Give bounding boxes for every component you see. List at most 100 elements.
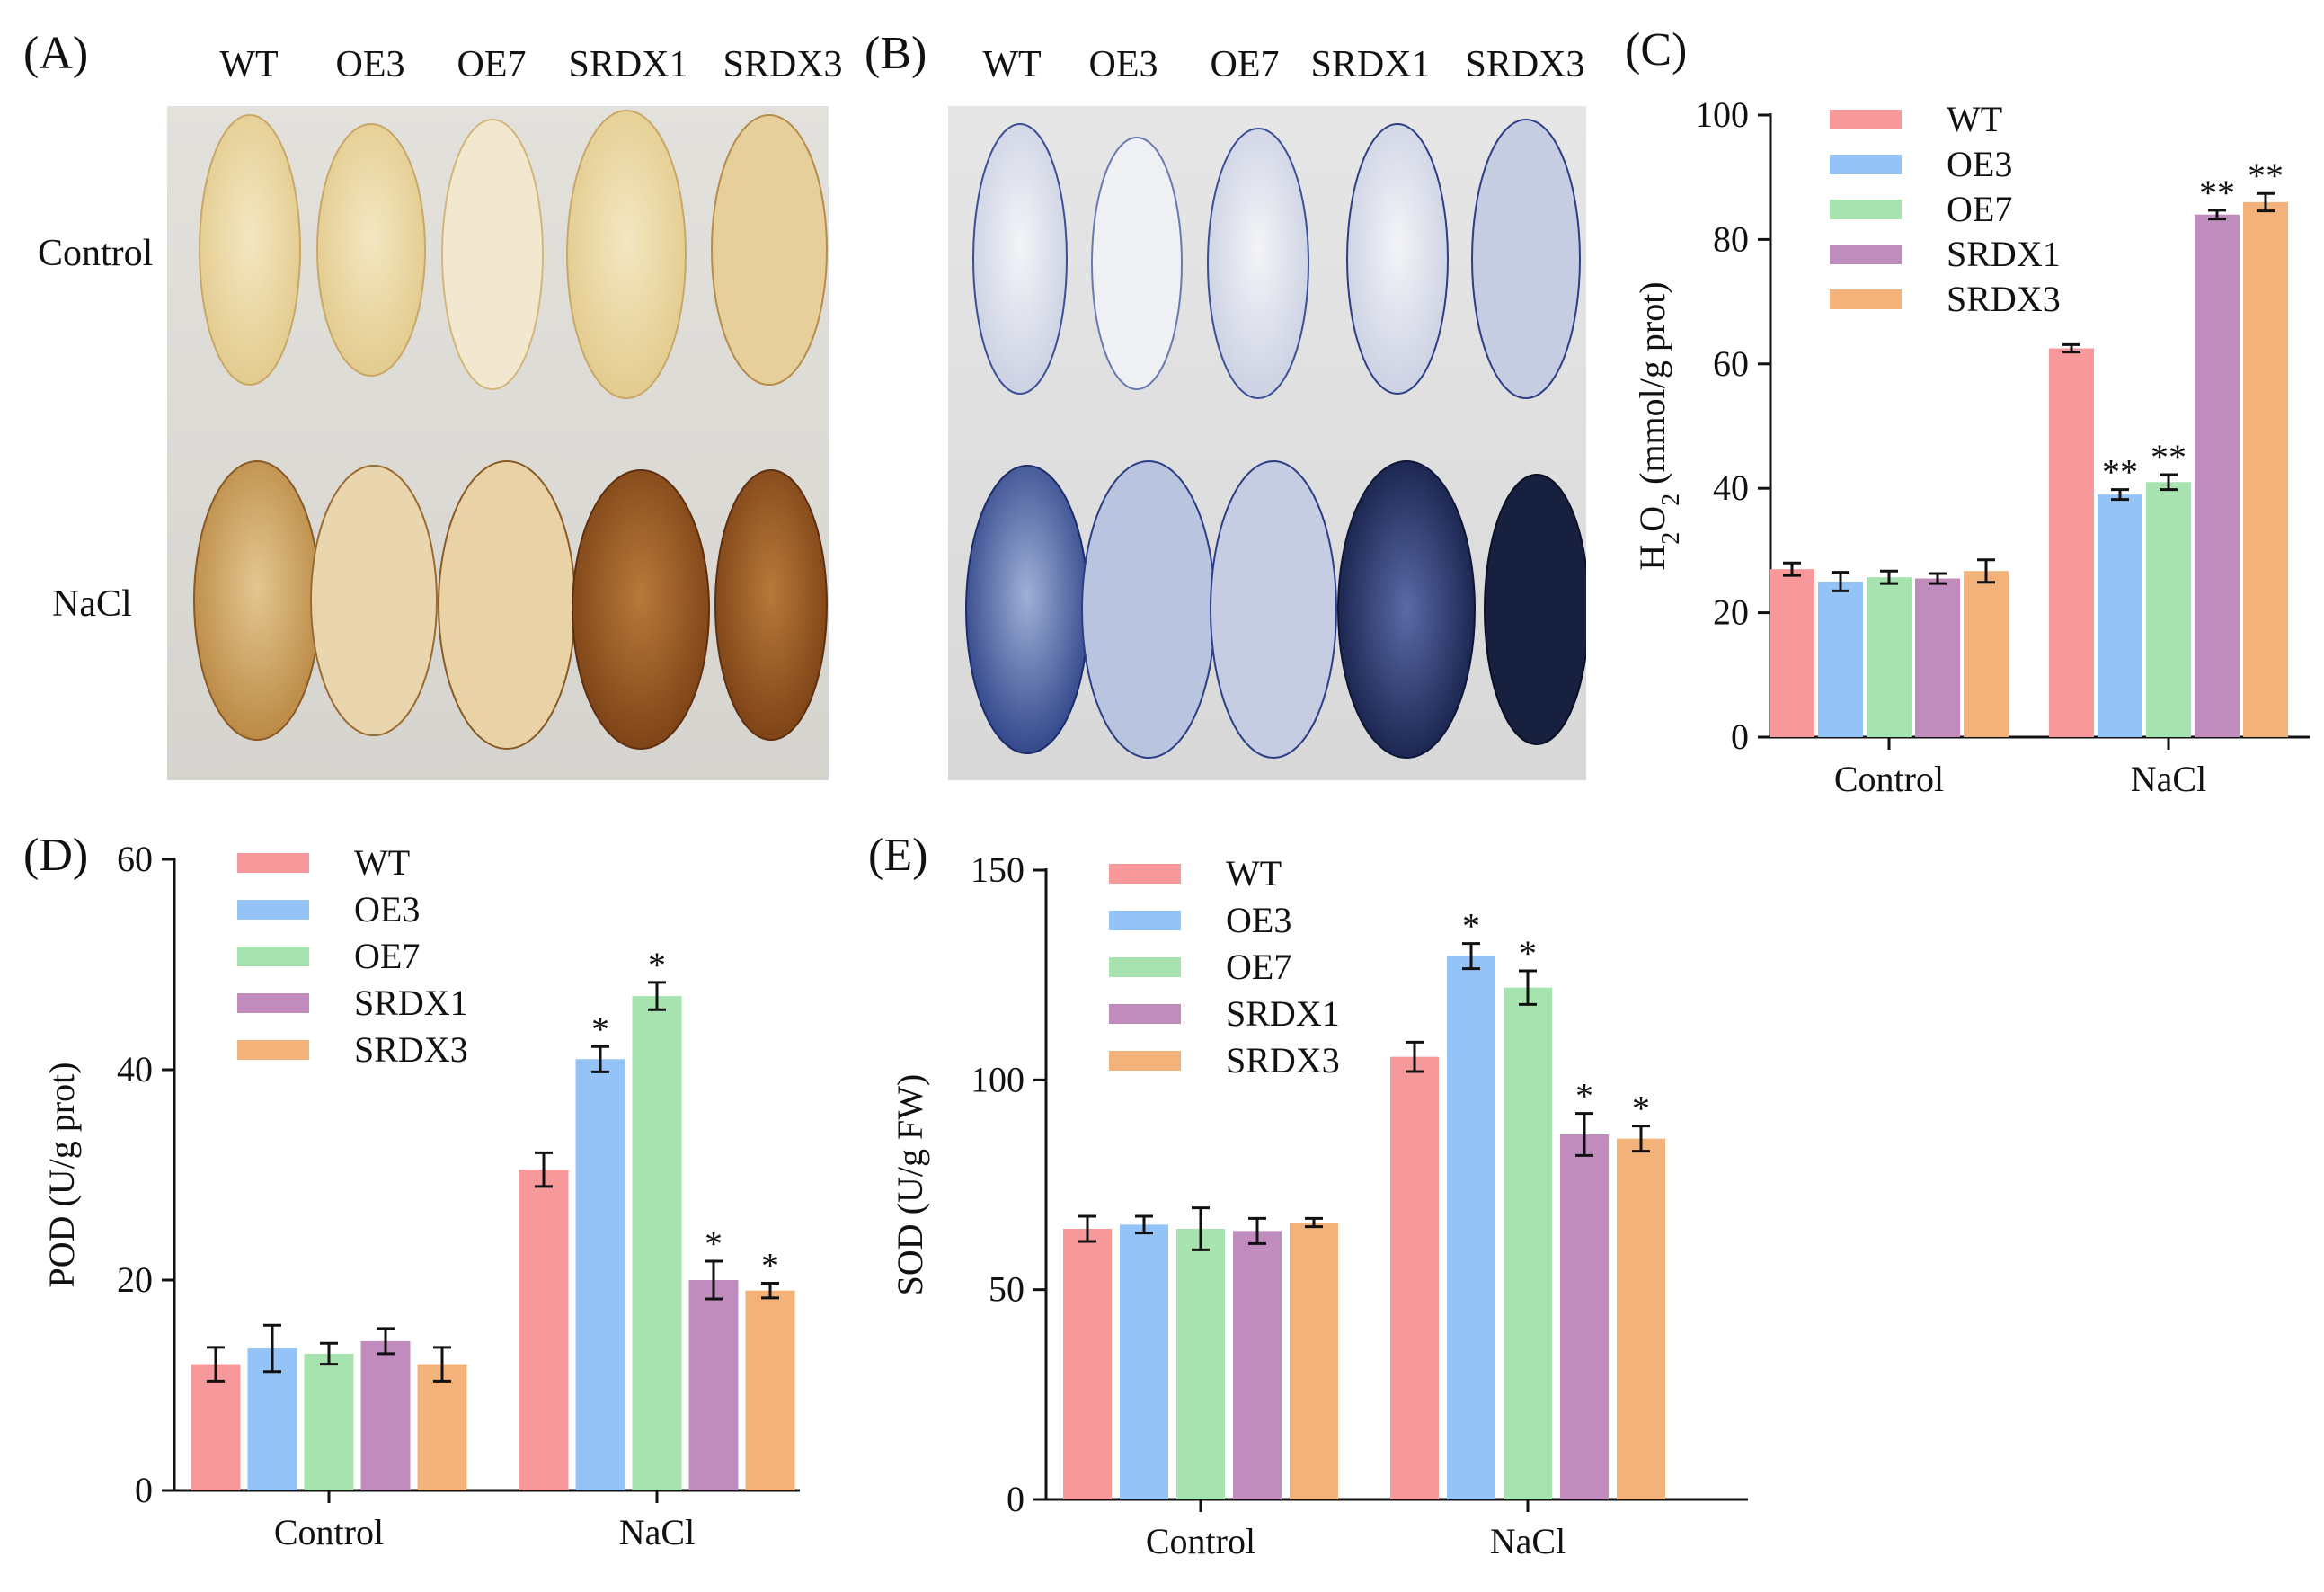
legend-swatch-oe7 (237, 947, 309, 966)
panel-b-label: (B) (865, 28, 927, 79)
legend-label: OE7 (354, 936, 420, 976)
panel-b-col-srdx1: SRDX1 (1310, 44, 1431, 85)
leaf-control-srdx3 (711, 114, 828, 386)
legend-swatch-oe7 (1830, 200, 1902, 219)
significance-mark: * (1462, 906, 1480, 947)
legend-label: SRDX3 (354, 1029, 468, 1070)
legend-swatch-srdx1 (1830, 245, 1902, 264)
x-tick-label: NaCl (1490, 1521, 1566, 1561)
bar-srdx1-control (1915, 578, 1960, 737)
bar-srdx3-control (417, 1364, 467, 1490)
legend-label: OE7 (1947, 189, 2012, 229)
y-label-subscript: 2 (1657, 494, 1685, 506)
control-leaves (199, 110, 828, 399)
bar-wt-nacl (519, 1170, 569, 1490)
bar-srdx3-nacl (2243, 201, 2288, 737)
bar-oe7-control (1176, 1229, 1225, 1499)
significance-mark: ** (2151, 437, 2187, 477)
significance-mark: * (1519, 933, 1537, 974)
legend-swatch-srdx1 (1109, 1004, 1181, 1024)
x-tick-label: NaCl (619, 1512, 695, 1552)
nbt-control-leaves (972, 119, 1581, 399)
nbt-leaf-control-wt (972, 123, 1068, 395)
bar-wt-control (1063, 1229, 1112, 1499)
legend-swatch-oe3 (1109, 911, 1181, 930)
panel-a-col-wt: WT (219, 44, 279, 85)
sod-chart: 0 50 100 150 SOD (U/g FW) Control NaCl * * * * WT OE… (890, 849, 1748, 1561)
nbt-leaf-nacl-srdx3 (1484, 474, 1590, 745)
legend-label: OE7 (1226, 947, 1291, 987)
panel-b-col-wt: WT (982, 44, 1042, 85)
legend-label: WT (1947, 99, 2002, 139)
bar-wt-nacl (2049, 348, 2094, 737)
legend-swatch-oe3 (1830, 155, 1902, 174)
significance-mark: * (1632, 1089, 1650, 1129)
y-tick-label: 80 (1713, 218, 1749, 259)
y-tick-label: 60 (117, 839, 153, 879)
legend-swatch-srdx3 (1830, 289, 1902, 309)
bar-srdx3-control (1290, 1223, 1338, 1499)
y-tick-label: 20 (117, 1259, 153, 1300)
panel-a-col-oe7: OE7 (457, 44, 527, 85)
dab-leaves-illustration (193, 110, 828, 750)
nbt-stained-leaves-photo (948, 106, 1590, 780)
y-axis-label: H2O2 (mmol/g prot) (1632, 281, 1685, 570)
bar-oe7-nacl (2146, 482, 2191, 737)
legend-swatch-wt (1830, 110, 1902, 129)
nbt-leaf-control-oe3 (1091, 137, 1183, 390)
nacl-leaves (193, 460, 828, 750)
legend-label: SRDX1 (1947, 234, 2061, 274)
bar-wt-control (191, 1364, 241, 1490)
legend-label: WT (1226, 853, 1282, 894)
x-tick-label: Control (1146, 1521, 1255, 1561)
leaf-control-srdx1 (566, 110, 687, 399)
panel-a-col-oe3: OE3 (335, 44, 405, 85)
panel-a-row-nacl: NaCl (52, 583, 132, 625)
leaf-control-oe3 (316, 123, 426, 377)
legend-swatch-srdx1 (237, 993, 309, 1013)
bar-oe7-control (1867, 577, 1912, 737)
bar-srdx1-nacl (1560, 1134, 1609, 1499)
y-tick-label: 100 (971, 1059, 1025, 1099)
leaf-control-wt (199, 114, 301, 386)
significance-mark: * (648, 945, 666, 985)
bar-oe7-control (304, 1353, 354, 1490)
legend-swatch-wt (1109, 864, 1181, 884)
legend-label: SRDX1 (1226, 993, 1340, 1034)
y-tick-label: 40 (117, 1049, 153, 1089)
panel-a-col-srdx3: SRDX3 (723, 44, 843, 85)
legend-label: SRDX3 (1226, 1040, 1340, 1081)
legend-swatch-wt (237, 853, 309, 873)
y-axis-label: POD (U/g prot) (41, 1062, 82, 1287)
nbt-leaves-illustration (965, 119, 1590, 759)
legend-label: SRDX3 (1947, 279, 2061, 319)
panel-c-label: (C) (1625, 24, 1688, 76)
bar-srdx3-control (1964, 571, 2009, 737)
panel-e-label: (E) (868, 830, 928, 881)
panel-d-label: (D) (23, 830, 89, 881)
legend-label: WT (354, 842, 410, 883)
legend-label: OE3 (1947, 144, 2012, 184)
y-tick-label: 150 (971, 849, 1025, 890)
significance-mark: ** (2199, 173, 2235, 213)
panel-a-row-control: Control (38, 233, 154, 274)
panel-b-col-oe7: OE7 (1210, 44, 1280, 85)
legend-label: SRDX1 (354, 983, 468, 1023)
bar-oe3-nacl (2098, 494, 2142, 737)
y-tick-label: 100 (1695, 94, 1749, 135)
bar-oe3-nacl (1447, 956, 1495, 1499)
legend-label: OE3 (1226, 900, 1291, 940)
bar-srdx3-nacl (1617, 1138, 1665, 1499)
y-axis-label: SOD (U/g FW) (890, 1074, 930, 1296)
y-tick-label: 40 (1713, 467, 1749, 508)
nbt-leaf-control-oe7 (1207, 128, 1309, 399)
legend-swatch-oe7 (1109, 957, 1181, 977)
significance-mark: * (705, 1223, 723, 1264)
x-tick-label: NaCl (2131, 759, 2206, 799)
leaf-nacl-srdx3 (714, 469, 828, 741)
bar-srdx3-nacl (745, 1290, 795, 1490)
nbt-nacl-leaves (965, 460, 1590, 759)
legend-swatch-srdx3 (1109, 1051, 1181, 1071)
bar-wt-nacl (1390, 1056, 1439, 1499)
panel-b-col-oe3: OE3 (1088, 44, 1158, 85)
